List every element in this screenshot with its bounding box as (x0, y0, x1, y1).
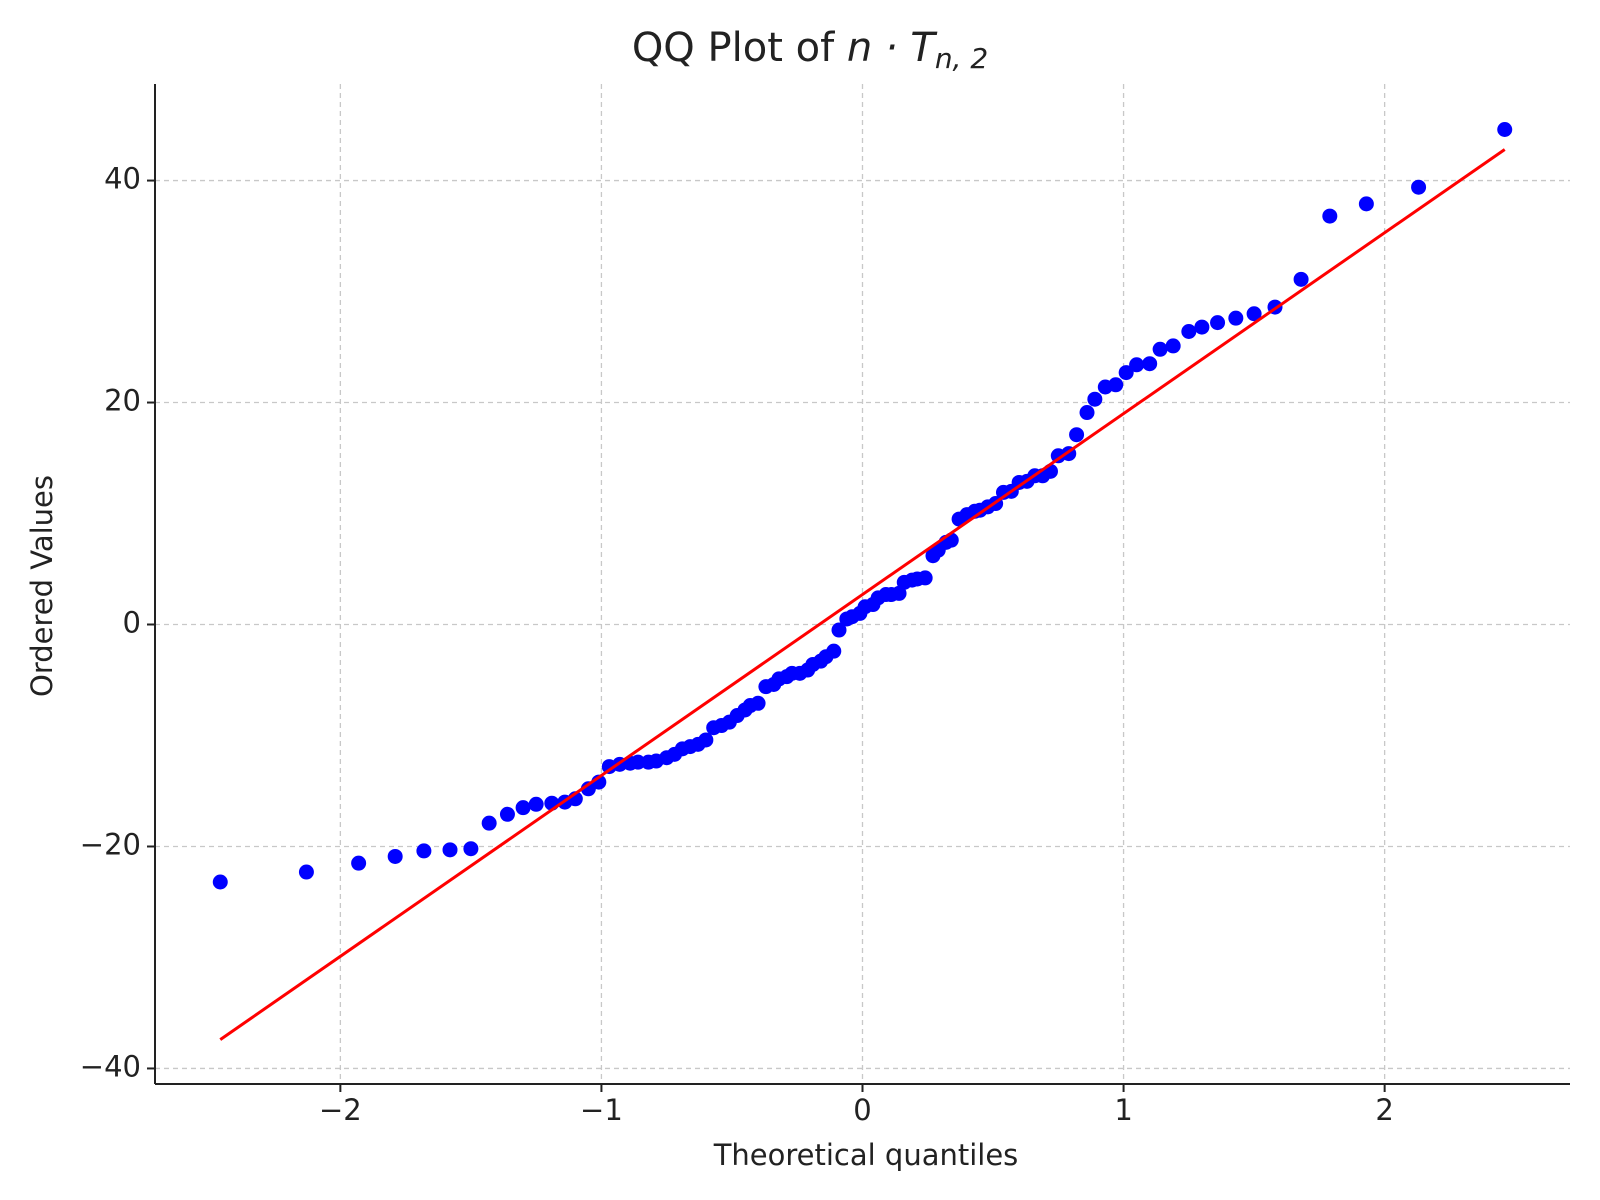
data-point (1129, 357, 1145, 373)
x-tick-label: −2 (319, 1093, 362, 1127)
y-axis-label: Ordered Values (25, 475, 59, 697)
data-point (1069, 427, 1085, 443)
data-point (515, 800, 531, 816)
data-point (351, 855, 367, 871)
data-point (1293, 271, 1309, 287)
y-tick-label: 40 (104, 162, 141, 196)
data-point (1322, 208, 1338, 224)
chart-title: QQ Plot of n · Tn, 2 (632, 25, 988, 75)
data-point (1181, 324, 1197, 340)
data-point (1165, 338, 1181, 354)
fit-line (219, 148, 1506, 1041)
data-point (630, 754, 646, 770)
data-point (831, 622, 847, 638)
data-point (1210, 315, 1226, 331)
data-point (1118, 365, 1134, 381)
x-tick-label: 2 (1375, 1093, 1393, 1127)
title-text: QQ Plot of (632, 25, 847, 71)
data-point (1497, 122, 1513, 138)
y-tick-label: 20 (104, 384, 141, 418)
data-point (1194, 319, 1210, 335)
data-point (1108, 377, 1124, 393)
x-axis-label: Theoretical quantiles (713, 1138, 1019, 1172)
data-point (1087, 391, 1103, 407)
data-point (698, 732, 714, 748)
data-point (463, 841, 479, 857)
data-point (1228, 310, 1244, 326)
data-point (1142, 356, 1158, 372)
data-point (387, 848, 403, 864)
data-point (442, 842, 458, 858)
data-point (750, 695, 766, 711)
data-point (917, 570, 933, 586)
title-subscript: n, 2 (935, 42, 988, 75)
y-tick-label: 0 (123, 606, 141, 640)
data-point (1246, 306, 1262, 322)
data-point (1152, 341, 1168, 357)
x-tick-label: −1 (580, 1093, 623, 1127)
y-tick-label: −20 (80, 827, 141, 861)
y-tick-label: −40 (80, 1049, 141, 1083)
data-point (499, 806, 515, 822)
data-point (826, 643, 842, 659)
data-point (416, 843, 432, 859)
data-point (1411, 179, 1427, 195)
title-math: n · T (847, 25, 938, 71)
data-point (212, 874, 228, 890)
data-point (481, 815, 497, 831)
data-point (298, 864, 314, 880)
data-point (528, 796, 544, 812)
x-tick-label: 0 (853, 1093, 871, 1127)
data-point (1079, 405, 1095, 421)
data-point (1358, 196, 1374, 212)
x-tick-label: 1 (1114, 1093, 1132, 1127)
